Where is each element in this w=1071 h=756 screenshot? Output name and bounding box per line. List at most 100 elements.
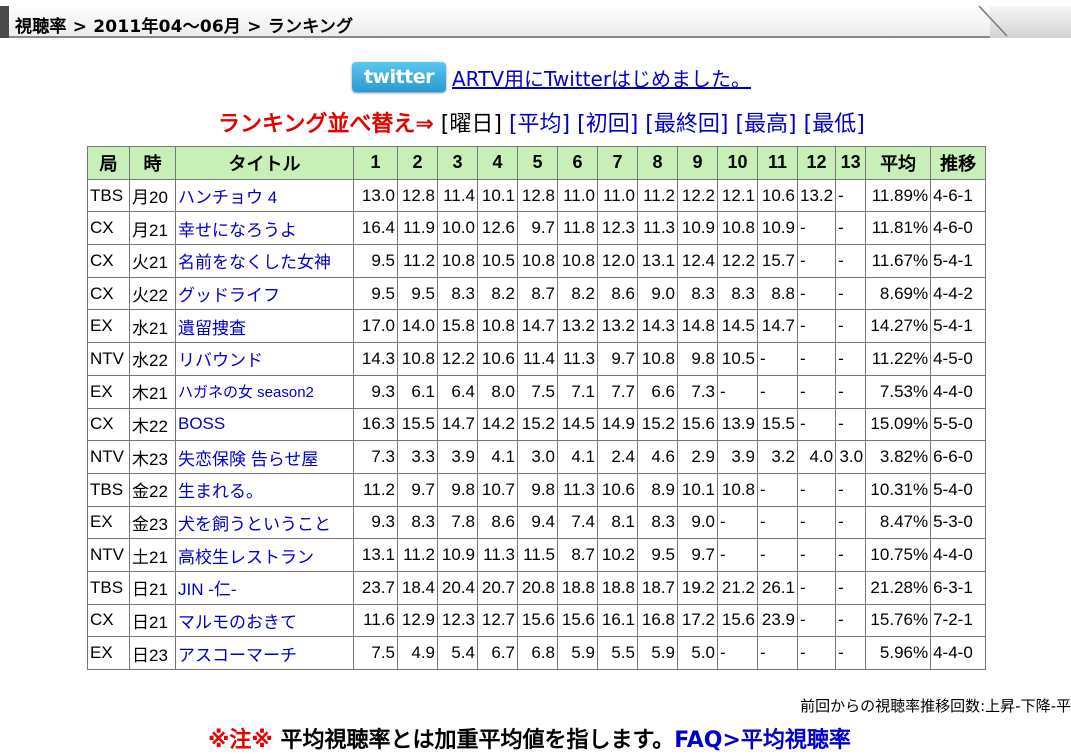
- episode-rating-cell: 12.6: [477, 211, 518, 246]
- timeslot-cell: 月21: [129, 211, 176, 246]
- episode-rating-cell: -: [796, 570, 837, 605]
- episode-rating-cell: 5.9: [637, 636, 678, 670]
- show-title-link[interactable]: リバウンド: [178, 351, 263, 371]
- ratings-ranking-table: 局時タイトル 1 2 3 4 5 6 7 8 9 10 11 12 13 平均 推移 TBS 月20 ハンチョウ …: [87, 146, 987, 670]
- show-title-link[interactable]: 生まれる。: [178, 482, 263, 502]
- faq-average-link[interactable]: FAQ>平均視聴率: [674, 728, 851, 753]
- twitter-banner: twitter ARTV用にTwitterはじめました。: [352, 60, 751, 94]
- episode-rating-cell: -: [835, 636, 867, 670]
- average-cell: 10.31%: [865, 472, 932, 507]
- tab-corner-decoration: [978, 6, 1008, 37]
- sort-link-final[interactable]: [最終回]: [645, 112, 729, 137]
- episode-rating-cell: 12.9: [397, 603, 438, 638]
- sort-link-first[interactable]: [初回]: [577, 112, 639, 137]
- sort-link-average[interactable]: [平均]: [508, 112, 571, 137]
- table-row: EX 木21 ハガネの女 season2 9.3 6.1 6.4 8.0 7.5 7.1 7.7 6…: [87, 374, 987, 409]
- episode-rating-cell: -: [796, 603, 837, 638]
- show-title-link[interactable]: ハガネの女 season2: [178, 384, 314, 402]
- episode-rating-cell: 16.3: [353, 407, 398, 442]
- episode-rating-cell: -: [835, 374, 867, 409]
- station-cell: NTV: [87, 342, 130, 376]
- episode-rating-cell: 14.7: [757, 309, 798, 344]
- episode-rating-cell: 14.9: [597, 407, 638, 442]
- show-title-link[interactable]: マルモのおきて: [178, 612, 297, 632]
- show-title-link[interactable]: 名前をなくした女神: [178, 253, 331, 273]
- title-cell: 幸せになろうよ: [175, 211, 354, 246]
- episode-rating-cell: 6.8: [517, 636, 558, 670]
- episode-rating-cell: -: [835, 472, 867, 507]
- episode-rating-cell: -: [796, 538, 837, 572]
- episode-rating-cell: 11.2: [397, 244, 438, 278]
- sort-link-lowest[interactable]: [最低]: [803, 112, 865, 137]
- show-title-link[interactable]: ハンチョウ 4: [178, 188, 278, 208]
- column-header: 13: [835, 146, 867, 180]
- episode-rating-cell: 8.8: [757, 276, 798, 311]
- episode-rating-cell: 12.8: [517, 178, 558, 213]
- header-tab: [0, 6, 990, 38]
- trend-cell: 4-4-2: [930, 276, 987, 311]
- show-title-link[interactable]: グッドライフ: [178, 286, 280, 306]
- episode-rating-cell: 12.1: [717, 178, 758, 213]
- episode-rating-cell: 10.8: [437, 244, 478, 278]
- show-title-link[interactable]: 失恋保険 告らせ屋: [178, 449, 319, 469]
- warning-text: 平均視聴率とは加重平均値を指します。: [272, 728, 675, 753]
- episode-rating-cell: 4.6: [637, 440, 678, 474]
- timeslot-cell: 木21: [129, 374, 176, 409]
- episode-rating-cell: 10.1: [477, 178, 518, 213]
- twitter-logo-icon[interactable]: twitter: [352, 62, 446, 92]
- episode-rating-cell: 11.4: [517, 342, 558, 376]
- warning-line: ※注※ 平均視聴率とは加重平均値を指します。FAQ>平均視聴率: [208, 722, 851, 754]
- sort-link-highest[interactable]: [最高]: [735, 112, 797, 137]
- show-title-link[interactable]: 幸せになろうよ: [178, 220, 297, 240]
- show-title-link[interactable]: 高校生レストラン: [178, 547, 314, 567]
- trend-cell: 6-3-1: [930, 570, 987, 605]
- episode-rating-cell: 15.6: [557, 603, 598, 638]
- average-cell: 11.67%: [865, 244, 932, 278]
- show-title-link[interactable]: BOSS: [178, 414, 226, 434]
- column-header: 6: [557, 146, 598, 180]
- episode-rating-cell: 12.3: [437, 603, 478, 638]
- episode-rating-cell: 7.5: [353, 636, 398, 670]
- episode-rating-cell: 9.8: [677, 342, 718, 376]
- episode-rating-cell: -: [835, 211, 867, 246]
- episode-rating-cell: 13.1: [637, 244, 678, 278]
- show-title-link[interactable]: 犬を飼うということ: [178, 514, 331, 534]
- column-header: 7: [597, 146, 638, 180]
- episode-rating-cell: -: [796, 211, 837, 246]
- show-title-link[interactable]: アスコーマーチ: [178, 645, 297, 665]
- episode-rating-cell: 2.4: [597, 440, 638, 474]
- episode-rating-cell: 14.3: [353, 342, 398, 376]
- show-title-link[interactable]: JIN -仁-: [178, 580, 237, 600]
- episode-rating-cell: 8.0: [477, 374, 518, 409]
- column-header: 1: [353, 146, 398, 180]
- episode-rating-cell: 4.1: [557, 440, 598, 474]
- table-row: EX 金23 犬を飼うということ 9.3 8.3 7.8 8.6 9.4 7.4 8.1 8.3 9.…: [87, 505, 987, 540]
- episode-rating-cell: 5.5: [597, 636, 638, 670]
- timeslot-cell: 日23: [129, 636, 176, 670]
- trend-cell: 4-4-0: [930, 636, 987, 670]
- episode-rating-cell: 9.3: [353, 505, 398, 540]
- episode-rating-cell: 11.3: [557, 342, 598, 376]
- episode-rating-cell: 4.0: [796, 440, 837, 474]
- timeslot-cell: 火21: [129, 244, 176, 278]
- episode-rating-cell: 11.3: [557, 472, 598, 507]
- episode-rating-cell: 6.7: [477, 636, 518, 670]
- episode-rating-cell: -: [757, 538, 798, 572]
- table-header-row: 局時タイトル 1 2 3 4 5 6 7 8 9 10 11 12 13 平均 推移: [87, 146, 987, 180]
- average-cell: 15.76%: [865, 603, 932, 638]
- average-cell: 21.28%: [865, 570, 932, 605]
- table-row: CX 木22 BOSS 16.3 15.5 14.7 14.2 15.2 14.5 14.9 15.…: [87, 407, 987, 442]
- sort-label: ランキング並べ替え⇒: [218, 112, 434, 137]
- episode-rating-cell: 18.4: [397, 570, 438, 605]
- show-title-link[interactable]: 遺留捜査: [178, 318, 246, 338]
- column-header: タイトル: [175, 146, 354, 180]
- episode-rating-cell: -: [835, 276, 867, 311]
- episode-rating-cell: 9.0: [637, 276, 678, 311]
- episode-rating-cell: 15.7: [757, 244, 798, 278]
- twitter-link[interactable]: ARTV用にTwitterはじめました。: [452, 66, 752, 91]
- episode-rating-cell: 3.2: [757, 440, 798, 474]
- episode-rating-cell: -: [757, 636, 798, 670]
- station-cell: NTV: [87, 440, 130, 474]
- episode-rating-cell: 15.6: [717, 603, 758, 638]
- episode-rating-cell: 10.8: [397, 342, 438, 376]
